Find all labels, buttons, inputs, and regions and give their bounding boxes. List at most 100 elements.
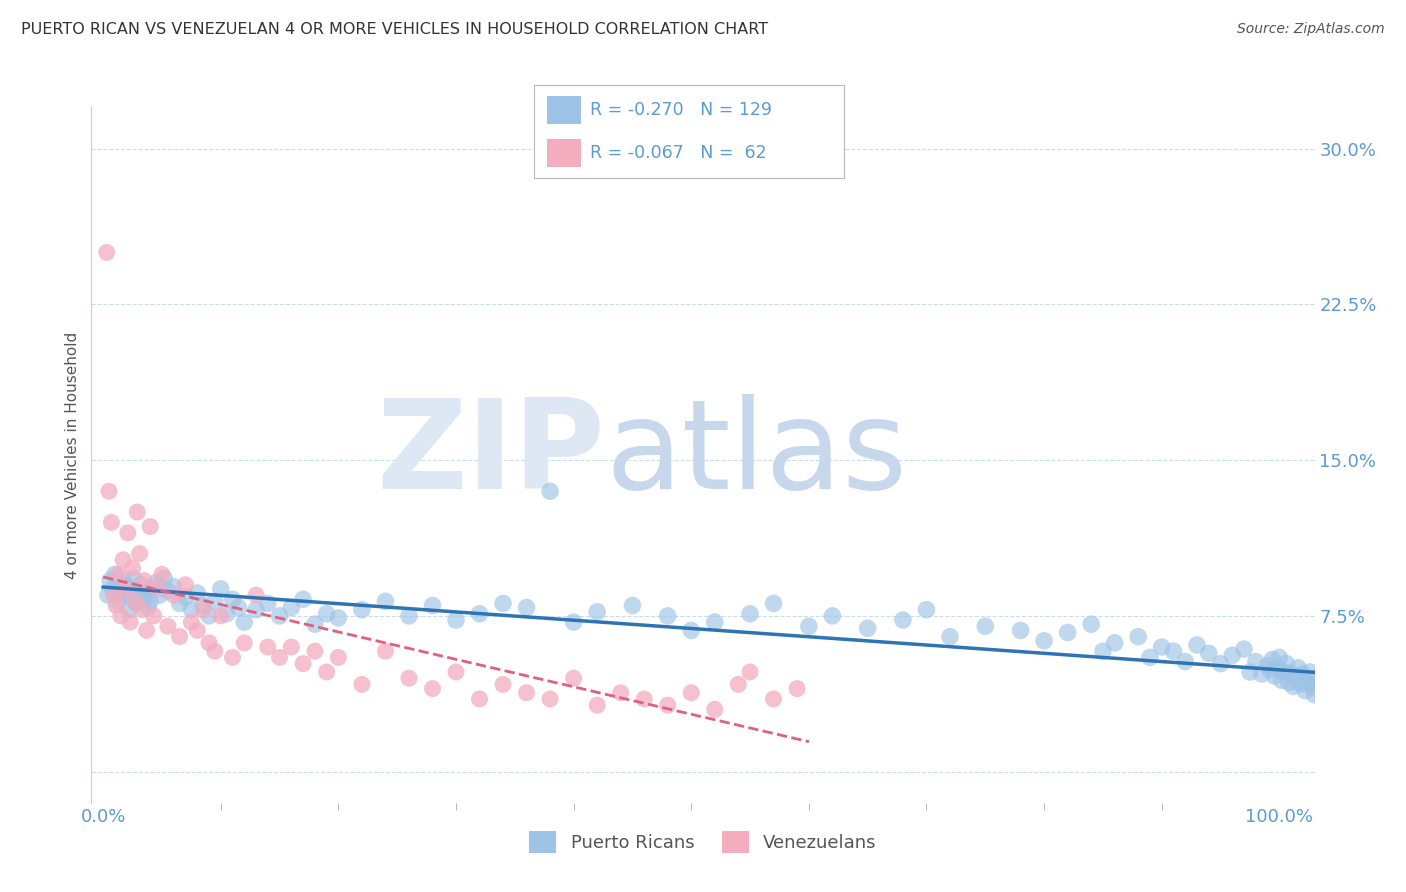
Point xyxy=(1296,675,1319,690)
Point xyxy=(1341,696,1364,710)
Point xyxy=(1198,646,1220,660)
Text: ZIP: ZIP xyxy=(377,394,605,516)
Point xyxy=(127,505,149,519)
Point xyxy=(104,567,127,582)
Point xyxy=(153,572,176,586)
Point xyxy=(174,578,197,592)
Point xyxy=(398,671,420,685)
Point xyxy=(681,686,703,700)
Point xyxy=(1306,677,1329,691)
Point xyxy=(103,588,125,602)
Point xyxy=(204,594,226,608)
Point xyxy=(215,607,238,621)
Point xyxy=(1336,690,1358,704)
Point xyxy=(209,582,232,596)
Point xyxy=(1257,658,1279,673)
Point xyxy=(856,621,879,635)
Point xyxy=(1250,667,1272,681)
Point xyxy=(315,665,337,679)
Point xyxy=(292,592,315,607)
Point xyxy=(1313,680,1336,694)
Point xyxy=(169,596,191,610)
Point xyxy=(245,588,267,602)
Point xyxy=(1163,644,1185,658)
Point xyxy=(633,692,655,706)
Point xyxy=(516,686,538,700)
Point xyxy=(939,630,962,644)
Point xyxy=(98,574,121,588)
Point xyxy=(204,644,226,658)
Point xyxy=(374,594,396,608)
Point xyxy=(915,602,938,616)
Point xyxy=(444,613,467,627)
Point xyxy=(245,602,267,616)
Point xyxy=(1272,665,1295,679)
Point xyxy=(1308,669,1330,683)
Point xyxy=(422,599,444,613)
Point xyxy=(120,590,142,604)
Point xyxy=(762,692,785,706)
Point xyxy=(135,624,157,638)
Point xyxy=(1258,663,1281,677)
Point xyxy=(127,584,149,599)
Point xyxy=(1324,688,1347,702)
Point xyxy=(120,615,142,629)
Point xyxy=(132,592,155,607)
Point xyxy=(468,692,491,706)
Point xyxy=(1327,681,1350,696)
Point xyxy=(1310,686,1333,700)
Point xyxy=(96,245,118,260)
Point xyxy=(1289,677,1312,691)
Point xyxy=(492,596,515,610)
Point xyxy=(110,608,132,623)
Point xyxy=(538,484,561,499)
Point xyxy=(98,484,121,499)
Point xyxy=(703,702,725,716)
Point xyxy=(115,580,138,594)
Point xyxy=(797,619,820,633)
Point xyxy=(1056,625,1078,640)
Point xyxy=(122,572,145,586)
Point xyxy=(163,588,186,602)
Point xyxy=(139,519,162,533)
Point xyxy=(107,567,129,582)
Point xyxy=(1348,692,1371,706)
Point xyxy=(269,650,291,665)
Point xyxy=(129,578,152,592)
Text: Source: ZipAtlas.com: Source: ZipAtlas.com xyxy=(1237,22,1385,37)
Point xyxy=(1301,680,1323,694)
Point xyxy=(1128,630,1150,644)
Point xyxy=(586,605,609,619)
Point xyxy=(786,681,808,696)
Point xyxy=(444,665,467,679)
Point xyxy=(198,636,221,650)
Y-axis label: 4 or more Vehicles in Household: 4 or more Vehicles in Household xyxy=(65,331,80,579)
Point xyxy=(139,594,162,608)
Point xyxy=(350,677,373,691)
Point xyxy=(398,608,420,623)
Point xyxy=(1322,673,1344,688)
Point xyxy=(1264,669,1286,683)
Point xyxy=(1331,686,1354,700)
Point xyxy=(974,619,997,633)
Point xyxy=(112,553,135,567)
Point xyxy=(150,567,173,582)
Point xyxy=(186,624,208,638)
Point xyxy=(821,608,844,623)
Point xyxy=(1303,688,1326,702)
Legend: Puerto Ricans, Venezuelans: Puerto Ricans, Venezuelans xyxy=(522,823,884,860)
Point xyxy=(174,590,197,604)
Point xyxy=(1261,652,1284,666)
Point xyxy=(198,608,221,623)
Point xyxy=(118,602,141,616)
Point xyxy=(111,586,134,600)
Point xyxy=(233,636,256,650)
Point xyxy=(681,624,703,638)
Point xyxy=(1329,694,1351,708)
Point xyxy=(1010,624,1032,638)
Point xyxy=(191,602,214,616)
Point xyxy=(1279,667,1302,681)
Point xyxy=(738,607,761,621)
Text: R = -0.270   N = 129: R = -0.270 N = 129 xyxy=(591,101,772,119)
Point xyxy=(468,607,491,621)
